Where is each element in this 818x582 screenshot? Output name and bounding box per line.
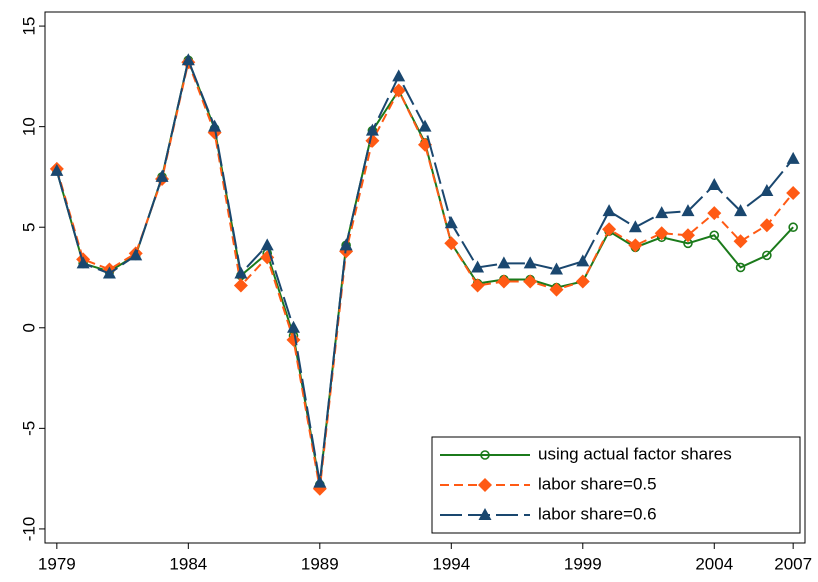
point [313, 475, 327, 488]
point [444, 236, 459, 251]
point [575, 274, 590, 289]
point [523, 256, 537, 269]
point [707, 206, 722, 221]
point [365, 123, 379, 136]
point [129, 248, 143, 261]
point [549, 262, 563, 275]
legend-label: labor share=0.6 [538, 504, 657, 523]
legend-marker [478, 508, 492, 520]
point [602, 222, 617, 237]
x-tick-label: 1984 [169, 554, 207, 573]
point [102, 266, 116, 279]
point [760, 184, 774, 197]
y-tick-label: -10 [19, 517, 38, 542]
point [707, 177, 721, 190]
point [654, 226, 669, 241]
point [233, 278, 248, 293]
legend-marker [480, 450, 490, 460]
point [392, 69, 406, 82]
legend-label: labor share=0.5 [538, 474, 657, 493]
point [786, 151, 800, 164]
point [418, 119, 432, 132]
x-tick-label: 2004 [695, 554, 733, 573]
point [734, 204, 748, 217]
point [549, 282, 564, 297]
x-tick-label: 1999 [564, 554, 602, 573]
point [680, 228, 695, 243]
y-tick-label: 10 [19, 117, 38, 136]
point [602, 204, 616, 217]
point [733, 234, 748, 249]
point [628, 220, 642, 233]
point [286, 332, 301, 347]
point [523, 274, 538, 289]
point [339, 238, 353, 251]
y-tick-label: 15 [19, 17, 38, 36]
point [788, 222, 798, 233]
x-tick-label: 1994 [432, 554, 470, 573]
point [628, 238, 643, 253]
point [76, 256, 90, 269]
point [365, 133, 380, 148]
point [471, 260, 485, 273]
point [287, 320, 301, 333]
point [709, 230, 720, 241]
plot-frame [44, 11, 806, 544]
x-tick-label: 2007 [774, 554, 812, 573]
legend-marker [478, 478, 492, 492]
point [444, 216, 458, 229]
point [762, 250, 772, 261]
point [655, 206, 669, 219]
y-tick-label: 0 [19, 323, 38, 332]
legend-label: using actual factor shares [538, 444, 732, 463]
legend-box [431, 436, 801, 534]
point [576, 254, 590, 267]
y-tick-label: 5 [19, 222, 38, 231]
point [391, 83, 406, 98]
point [260, 238, 274, 251]
point [786, 186, 801, 201]
point [470, 278, 485, 293]
point [181, 53, 195, 66]
x-tick-label: 1989 [301, 554, 339, 573]
point [50, 163, 64, 176]
x-tick-label: 1979 [38, 554, 76, 573]
point [155, 169, 169, 182]
point [759, 218, 774, 233]
point [496, 274, 511, 289]
point [681, 204, 695, 217]
point [208, 119, 222, 132]
point [234, 266, 248, 279]
point [497, 256, 511, 269]
y-tick-label: -5 [19, 421, 38, 436]
point [735, 262, 746, 273]
